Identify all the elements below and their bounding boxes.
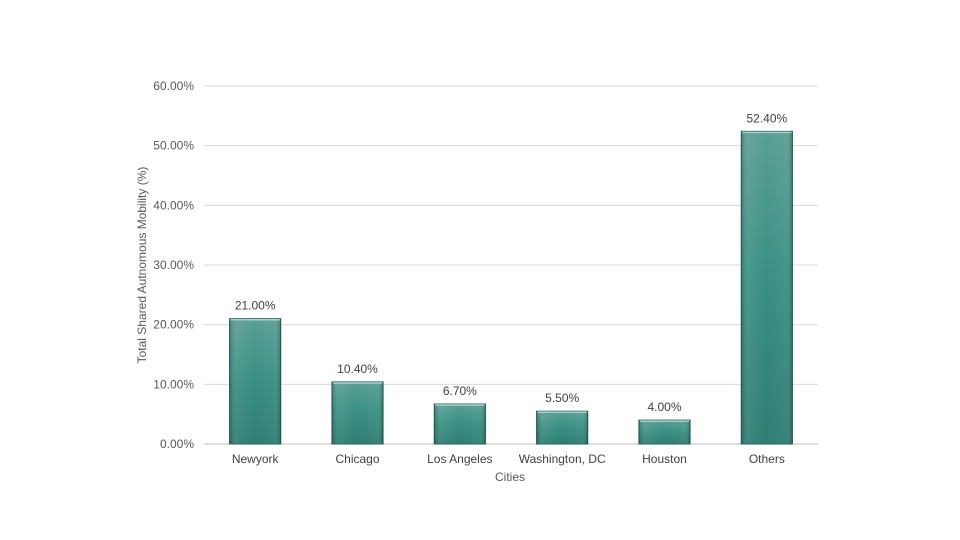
x-tick-label: Houston [642,452,687,466]
bars [229,130,793,445]
bar-shading [331,381,384,444]
y-tick-label: 40.00% [153,198,194,212]
data-label: 6.70% [443,384,477,398]
data-label: 10.40% [337,362,378,376]
bar-shading [229,318,281,444]
bar-shading [638,420,691,444]
bar-shading [741,131,793,444]
y-tick-label: 10.00% [153,377,194,391]
y-axis-title: Total Shared Autnomous Mobility (%) [135,167,149,364]
gridlines [204,85,818,445]
bar [740,130,793,445]
data-label: 52.40% [746,111,787,125]
x-axis-title: Cities [495,470,525,484]
y-tick-label: 30.00% [153,258,194,272]
y-axis-ticks: 0.00% 10.00% 20.00% 30.00% 40.00% 50.00% 60.00… [153,79,194,451]
bar [638,419,691,445]
data-label: 21.00% [235,299,276,313]
bar [331,381,384,445]
x-tick-label: Newyork [232,452,280,466]
bar [433,403,486,445]
y-tick-label: 0.00% [160,437,194,451]
bar [229,318,282,445]
data-label: 4.00% [647,400,681,414]
data-labels: 21.00% 10.40% 6.70% 5.50% 4.00% 52.40% [235,111,788,414]
x-tick-label: Los Angeles [427,452,492,466]
x-tick-label: Washington, DC [519,452,606,466]
bar-shading [434,404,486,444]
x-axis-ticks: Newyork Chicago Los Angeles Washington, DC H… [232,452,785,466]
y-tick-label: 50.00% [153,139,194,153]
x-tick-label: Others [749,452,785,466]
x-tick-label: Chicago [335,452,379,466]
bar-shading [536,411,588,444]
y-tick-label: 20.00% [153,318,194,332]
data-label: 5.50% [545,391,579,405]
bar [536,410,589,445]
y-tick-label: 60.00% [153,79,194,93]
